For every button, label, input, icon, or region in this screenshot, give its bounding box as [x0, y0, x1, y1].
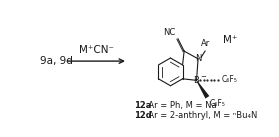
- Text: Ar: Ar: [201, 39, 210, 48]
- Text: B: B: [194, 76, 199, 85]
- Text: −: −: [200, 74, 206, 80]
- Text: C₆F₅: C₆F₅: [210, 99, 226, 108]
- Text: : Ar = Ph, M = Na: : Ar = Ph, M = Na: [143, 101, 216, 110]
- Text: : Ar = 2-anthryl, M = ⁿBu₄N: : Ar = 2-anthryl, M = ⁿBu₄N: [143, 111, 257, 119]
- Text: 12a: 12a: [134, 101, 151, 110]
- Polygon shape: [196, 80, 209, 99]
- Text: NC: NC: [163, 28, 175, 37]
- Text: M⁺: M⁺: [223, 35, 237, 45]
- Text: C₆F₅: C₆F₅: [221, 75, 237, 84]
- Text: N: N: [195, 54, 201, 63]
- Text: 12d: 12d: [134, 111, 152, 119]
- Text: 9a, 9d: 9a, 9d: [40, 56, 72, 66]
- Text: M⁺CN⁻: M⁺CN⁻: [79, 45, 114, 55]
